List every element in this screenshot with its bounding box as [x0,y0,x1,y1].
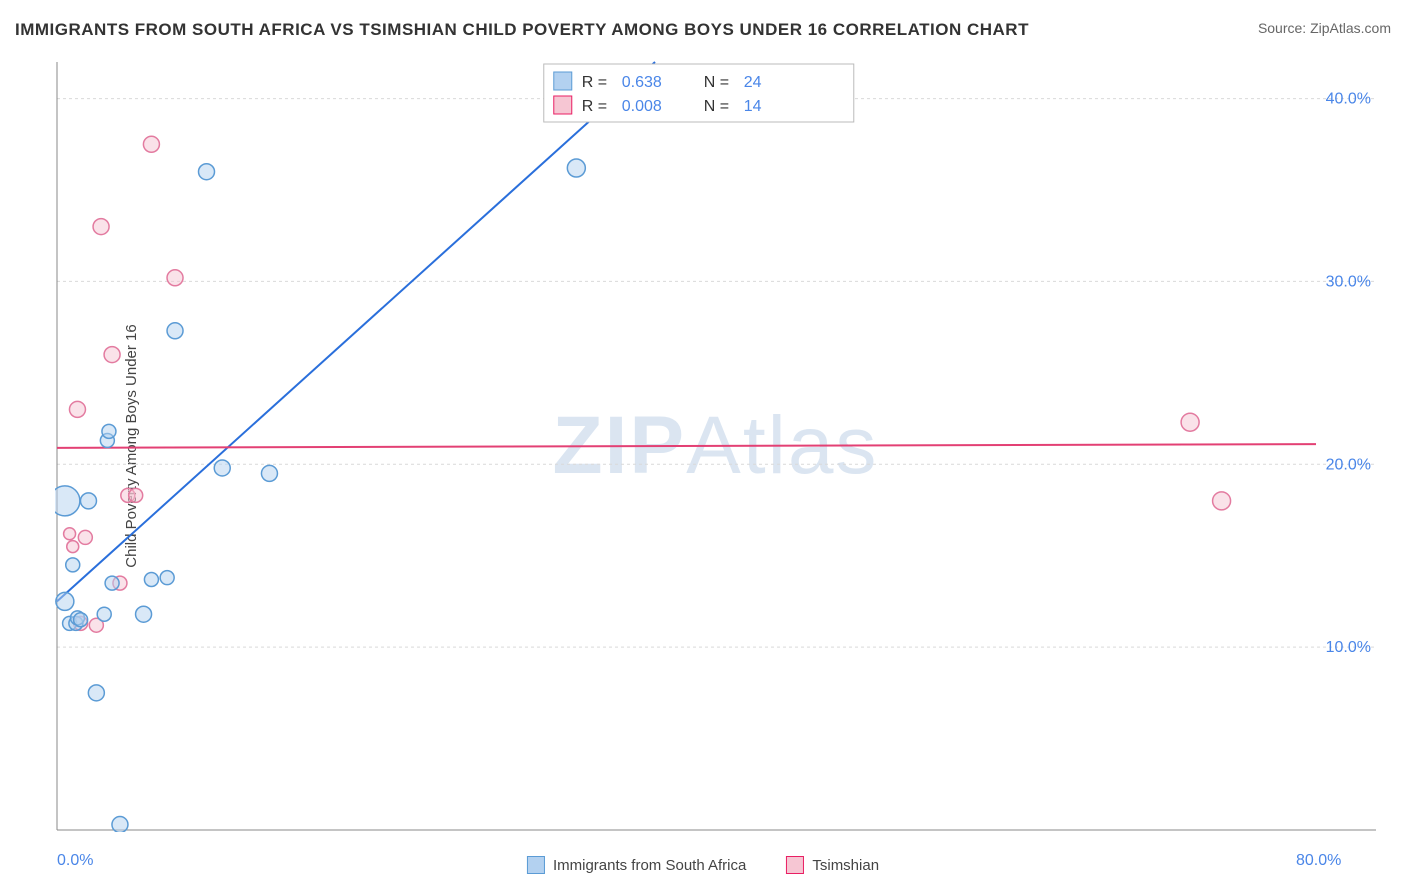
source-attribution: Source: ZipAtlas.com [1258,20,1391,36]
trend-line [57,444,1316,448]
data-point [56,592,74,610]
data-point [1181,413,1199,431]
legend-r-value: 0.008 [622,98,662,115]
data-point [97,607,111,621]
legend-swatch-icon [527,856,545,874]
correlation-legend-box: R = 0.638 N = 24 R = 0.008 N = 14 [544,64,854,122]
data-point [104,347,120,363]
data-point [102,424,116,438]
legend-r-label: R = [582,98,607,115]
data-point [93,219,109,235]
legend-n-label: N = [704,98,729,115]
data-point [66,558,80,572]
data-point [167,270,183,286]
legend-label: Immigrants from South Africa [553,857,746,874]
data-point [1213,492,1231,510]
data-point [80,493,96,509]
legend-swatch-icon [554,72,572,90]
data-point [78,530,92,544]
legend-swatch-icon [786,856,804,874]
data-point [74,613,88,627]
x-tick-label: 80.0% [1296,852,1341,870]
legend-swatch-icon [554,96,572,114]
data-point [55,486,80,516]
data-point [88,685,104,701]
legend-r-value: 0.638 [622,74,662,91]
data-point [105,576,119,590]
scatter-chart: 10.0% 20.0% 30.0% 40.0% R = 0.638 N = 24 R = 0.00… [55,60,1376,832]
data-point [112,817,128,832]
data-point [261,465,277,481]
data-point [143,136,159,152]
data-point [144,572,158,586]
data-point [160,571,174,585]
chart-plot-area: ZIPAtlas 10.0%20.0%30.0%40.0%R =0.638N =… [55,60,1376,832]
x-tick-label: 0.0% [57,852,93,870]
data-point [567,159,585,177]
legend-n-value: 14 [744,98,762,115]
legend-label: Tsimshian [812,857,879,874]
data-point [199,164,215,180]
data-point [129,488,143,502]
legend-n-value: 24 [744,74,762,91]
legend-r-label: R = [582,74,607,91]
data-point [69,401,85,417]
chart-header: IMMIGRANTS FROM SOUTH AFRICA VS TSIMSHIA… [15,20,1391,40]
y-tick-label: 10.0% [1326,639,1371,656]
legend-n-label: N = [704,74,729,91]
data-point [64,528,76,540]
data-point [136,606,152,622]
data-point [214,460,230,476]
bottom-legend: Immigrants from South Africa Tsimshian [527,856,879,874]
legend-item-series-a: Immigrants from South Africa [527,856,746,874]
y-tick-label: 20.0% [1326,456,1371,473]
data-point [67,541,79,553]
y-tick-label: 30.0% [1326,273,1371,290]
y-tick-label: 40.0% [1326,91,1371,108]
legend-item-series-b: Tsimshian [786,856,879,874]
data-point [167,323,183,339]
chart-title: IMMIGRANTS FROM SOUTH AFRICA VS TSIMSHIA… [15,20,1029,40]
